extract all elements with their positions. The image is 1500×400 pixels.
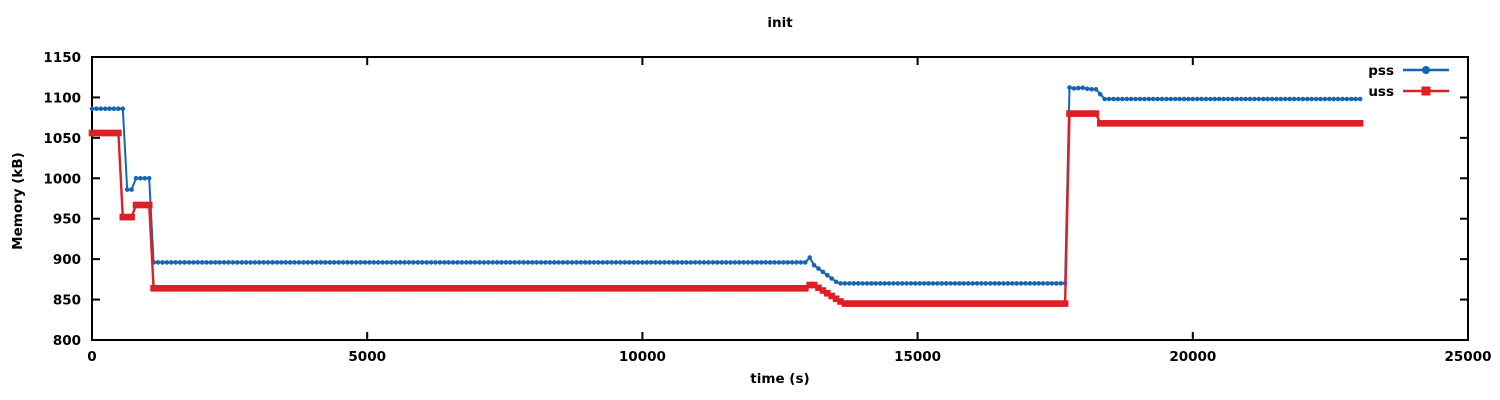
legend-marker-uss [1421,86,1431,96]
y-tick-label: 850 [53,293,81,309]
x-tick-label: 0 [87,349,96,365]
x-axis-label: time (s) [750,371,809,387]
series-pss-line [92,86,1361,285]
series-uss-line [92,112,1361,305]
x-tick-label: 10000 [619,349,666,365]
x-tick-label: 20000 [1169,349,1216,365]
plot-border [91,56,1469,341]
series-pss [92,86,1361,285]
x-tick-label: 25000 [1445,349,1492,365]
x-axis-tick-labels: 0 5000 10000 15000 20000 25000 [87,349,1491,365]
series-uss-markers [88,110,1364,307]
y-tick-label: 900 [53,252,81,268]
y-tick-label: 1100 [43,90,81,106]
x-tick-label: 5000 [348,349,386,365]
legend: pss uss [1368,63,1449,100]
legend-marker-pss [1422,66,1430,74]
y-tick-label: 950 [53,212,81,228]
legend-label-uss: uss [1368,84,1394,100]
series-uss [92,112,1361,305]
legend-label-pss: pss [1368,63,1394,79]
series-pss-markers [89,85,1363,286]
y-tick-label: 1000 [43,171,81,187]
y-axis-label: Memory (kB) [10,152,26,250]
chart-title: init [767,15,793,31]
x-tick-label: 15000 [894,349,941,365]
y-tick-label: 1050 [43,131,81,147]
y-tick-label: 800 [53,333,81,349]
y-tick-label: 1150 [43,50,81,66]
y-axis-tick-labels: 800 850 900 950 1000 1050 1100 1150 [43,50,81,349]
